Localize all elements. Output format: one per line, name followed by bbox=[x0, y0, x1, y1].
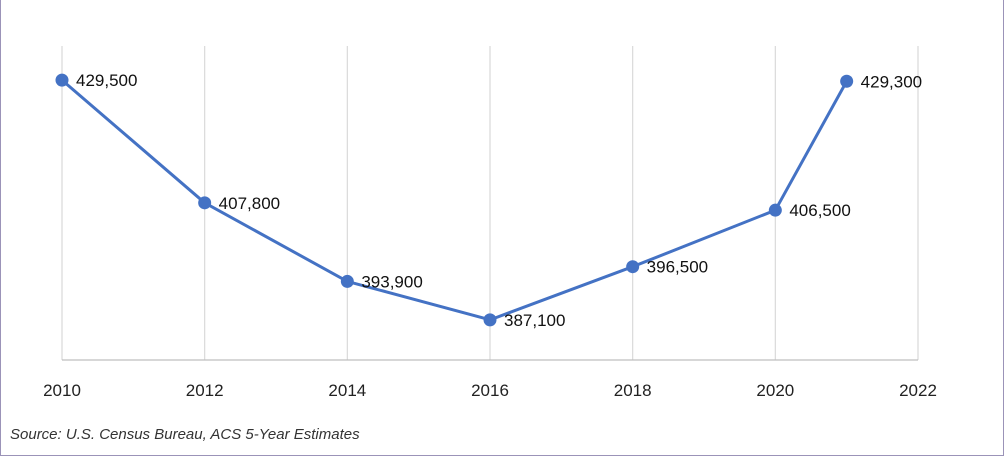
data-label-2021: 429,300 bbox=[861, 72, 922, 91]
x-tick-label-2012: 2012 bbox=[186, 381, 224, 400]
x-tick-label-2018: 2018 bbox=[614, 381, 652, 400]
x-tick-label-2014: 2014 bbox=[328, 381, 366, 400]
x-tick-label-2020: 2020 bbox=[756, 381, 794, 400]
data-point-2018 bbox=[626, 260, 640, 274]
data-labels: 429,500 407,800 393,900 387,100 396,500 406,5… bbox=[76, 71, 922, 330]
data-label-2020: 406,500 bbox=[789, 201, 850, 220]
data-label-2014: 393,900 bbox=[361, 272, 422, 291]
data-point-2021 bbox=[840, 74, 854, 88]
data-point-2010 bbox=[55, 73, 69, 87]
x-axis: 2010 2012 2014 2016 2018 2020 2022 bbox=[43, 359, 937, 400]
data-point-2014 bbox=[340, 274, 354, 288]
data-label-2010: 429,500 bbox=[76, 71, 137, 90]
data-point-2016 bbox=[483, 313, 497, 327]
line-chart: 2010 2012 2014 2016 2018 2020 2022 429,500 407,… bbox=[43, 46, 937, 400]
source-note: Source: U.S. Census Bureau, ACS 5-Year E… bbox=[10, 426, 360, 443]
data-label-2018: 396,500 bbox=[647, 258, 708, 277]
series-line bbox=[55, 73, 854, 327]
x-tick-label-2022: 2022 bbox=[899, 381, 937, 400]
data-point-2020 bbox=[768, 203, 782, 217]
data-label-2016: 387,100 bbox=[504, 311, 565, 330]
data-point-2012 bbox=[198, 196, 212, 210]
data-label-2012: 407,800 bbox=[219, 194, 280, 213]
x-tick-label-2016: 2016 bbox=[471, 381, 509, 400]
x-tick-label-2010: 2010 bbox=[43, 381, 81, 400]
series-line-path bbox=[61, 78, 848, 322]
